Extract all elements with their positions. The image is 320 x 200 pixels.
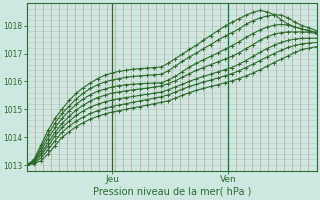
X-axis label: Pression niveau de la mer( hPa ): Pression niveau de la mer( hPa ) <box>92 187 251 197</box>
